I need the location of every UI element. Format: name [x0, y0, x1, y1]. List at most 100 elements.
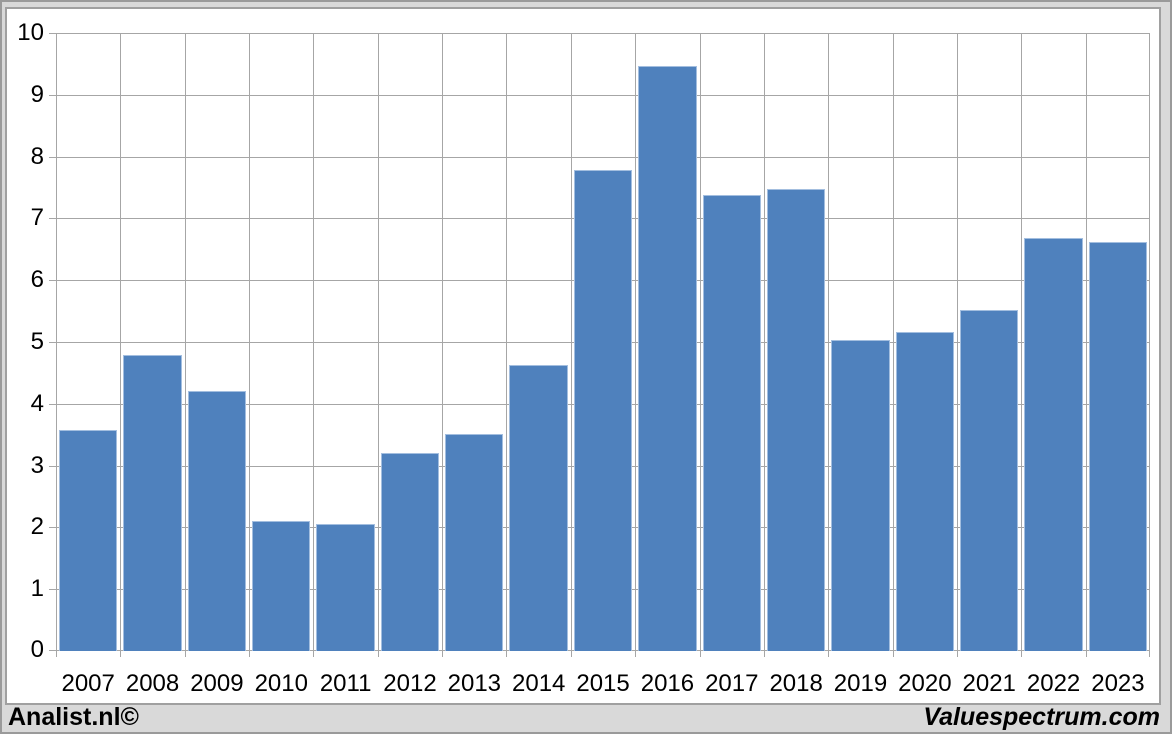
y-tick-label-4: 4 — [30, 389, 44, 417]
y-tick-label-5: 5 — [30, 328, 44, 355]
v-gridline-8 — [570, 33, 572, 651]
y-tick-label-2: 2 — [30, 513, 44, 541]
x-tick-label-2022: 2022 — [1026, 670, 1081, 697]
x-tick-label-2018: 2018 — [769, 670, 823, 697]
bar-2014 — [509, 364, 568, 651]
y-tick-label-6: 6 — [30, 266, 44, 294]
y-tick-mark-7 — [49, 218, 56, 220]
h-gridline-8 — [56, 156, 1150, 158]
x-tick-mark-3 — [249, 651, 251, 657]
x-tick-mark-9 — [635, 651, 637, 657]
bar-2020 — [895, 331, 954, 651]
footer-bar: Analist.nl© Valuespectrum.com — [2, 703, 1170, 732]
y-tick-mark-3 — [49, 465, 56, 467]
x-tick-mark-6 — [442, 651, 444, 657]
v-gridline-9 — [635, 33, 637, 651]
x-tick-mark-13 — [892, 651, 894, 657]
x-tick-label-2020: 2020 — [898, 670, 952, 697]
x-tick-label-2021: 2021 — [962, 670, 1016, 697]
x-tick-label-2012: 2012 — [383, 670, 437, 697]
x-tick-mark-16 — [1085, 651, 1087, 657]
y-tick-mark-10 — [49, 33, 56, 34]
y-tick-mark-9 — [49, 94, 56, 96]
v-gridline-13 — [892, 33, 894, 651]
v-gridline-15 — [1021, 33, 1023, 651]
bar-2008 — [123, 354, 182, 651]
y-tick-label-9: 9 — [30, 80, 44, 108]
h-gridline-10 — [56, 33, 1150, 34]
y-tick-label-0: 0 — [30, 636, 44, 663]
bar-2011 — [316, 523, 375, 651]
y-tick-mark-2 — [49, 527, 56, 529]
bar-2015 — [573, 169, 633, 651]
x-tick-mark-15 — [1021, 651, 1023, 657]
bar-2012 — [380, 452, 440, 651]
y-tick-label-7: 7 — [30, 204, 44, 232]
v-gridline-6 — [442, 33, 444, 651]
v-gridline-2 — [184, 33, 186, 651]
v-gridline-3 — [249, 33, 251, 651]
plot-area — [56, 33, 1150, 651]
x-tick-label-2013: 2013 — [447, 670, 502, 697]
v-gridline-5 — [377, 33, 379, 651]
v-gridline-17 — [1149, 33, 1150, 651]
x-tick-label-2009: 2009 — [190, 670, 244, 697]
x-tick-mark-11 — [763, 651, 765, 657]
x-axis-labels: 2007 2008 2009 2010 2011 2012 2013 2014 2015 2016… — [56, 670, 1150, 698]
x-tick-mark-2 — [184, 651, 186, 657]
bar-2007 — [59, 429, 118, 651]
bar-2010 — [252, 521, 311, 651]
y-tick-mark-8 — [49, 156, 56, 158]
x-tick-label-2017: 2017 — [705, 670, 759, 697]
y-tick-mark-4 — [49, 403, 56, 405]
v-gridline-0 — [56, 33, 57, 651]
x-tick-mark-12 — [828, 651, 830, 657]
x-tick-mark-4 — [313, 651, 315, 657]
x-tick-label-2011: 2011 — [319, 670, 372, 697]
x-tick-mark-5 — [377, 651, 379, 657]
bar-2013 — [445, 434, 504, 651]
v-gridline-14 — [956, 33, 958, 651]
v-gridline-12 — [828, 33, 830, 651]
valuespectrum-brand-text: Valuespectrum.com — [923, 703, 1160, 731]
h-gridline-9 — [56, 94, 1150, 96]
bar-2018 — [766, 188, 826, 651]
bar-2016 — [638, 65, 697, 651]
y-tick-mark-0 — [49, 650, 56, 651]
x-tick-label-2023: 2023 — [1091, 670, 1145, 697]
y-axis-tick-marks — [49, 33, 56, 651]
x-tick-label-2008: 2008 — [125, 670, 180, 697]
y-tick-mark-6 — [49, 280, 56, 282]
x-tick-mark-7 — [506, 651, 508, 657]
y-tick-label-3: 3 — [30, 451, 44, 479]
bar-2017 — [702, 194, 761, 651]
x-tick-label-2016: 2016 — [640, 670, 695, 697]
v-gridline-7 — [506, 33, 508, 651]
bar-2023 — [1088, 241, 1147, 651]
bar-2021 — [959, 310, 1019, 651]
bar-2009 — [187, 391, 247, 651]
x-tick-label-2014: 2014 — [512, 670, 566, 697]
v-gridline-4 — [313, 33, 315, 651]
v-gridline-10 — [699, 33, 701, 651]
bar-2019 — [831, 339, 890, 651]
y-tick-label-10: 10 — [17, 19, 44, 46]
x-tick-label-2010: 2010 — [254, 670, 308, 697]
x-tick-label-2019: 2019 — [833, 670, 888, 697]
y-tick-mark-1 — [49, 589, 56, 591]
chart-panel: 0 1 2 3 4 5 6 7 8 9 10 2007 2008 2009 2010 2011 2012 201… — [5, 7, 1161, 705]
x-tick-mark-8 — [570, 651, 572, 657]
v-gridline-16 — [1085, 33, 1087, 651]
x-tick-mark-1 — [120, 651, 122, 657]
x-tick-label-2015: 2015 — [576, 670, 630, 697]
y-tick-label-8: 8 — [30, 142, 44, 170]
analist-brand-text: Analist.nl© — [8, 703, 139, 731]
v-gridline-11 — [763, 33, 765, 651]
x-tick-mark-10 — [699, 651, 701, 657]
x-axis-tick-marks — [56, 651, 1150, 657]
bar-2022 — [1024, 238, 1083, 651]
y-tick-label-1: 1 — [30, 575, 44, 603]
x-tick-label-2007: 2007 — [61, 670, 115, 697]
x-tick-mark-14 — [956, 651, 958, 657]
